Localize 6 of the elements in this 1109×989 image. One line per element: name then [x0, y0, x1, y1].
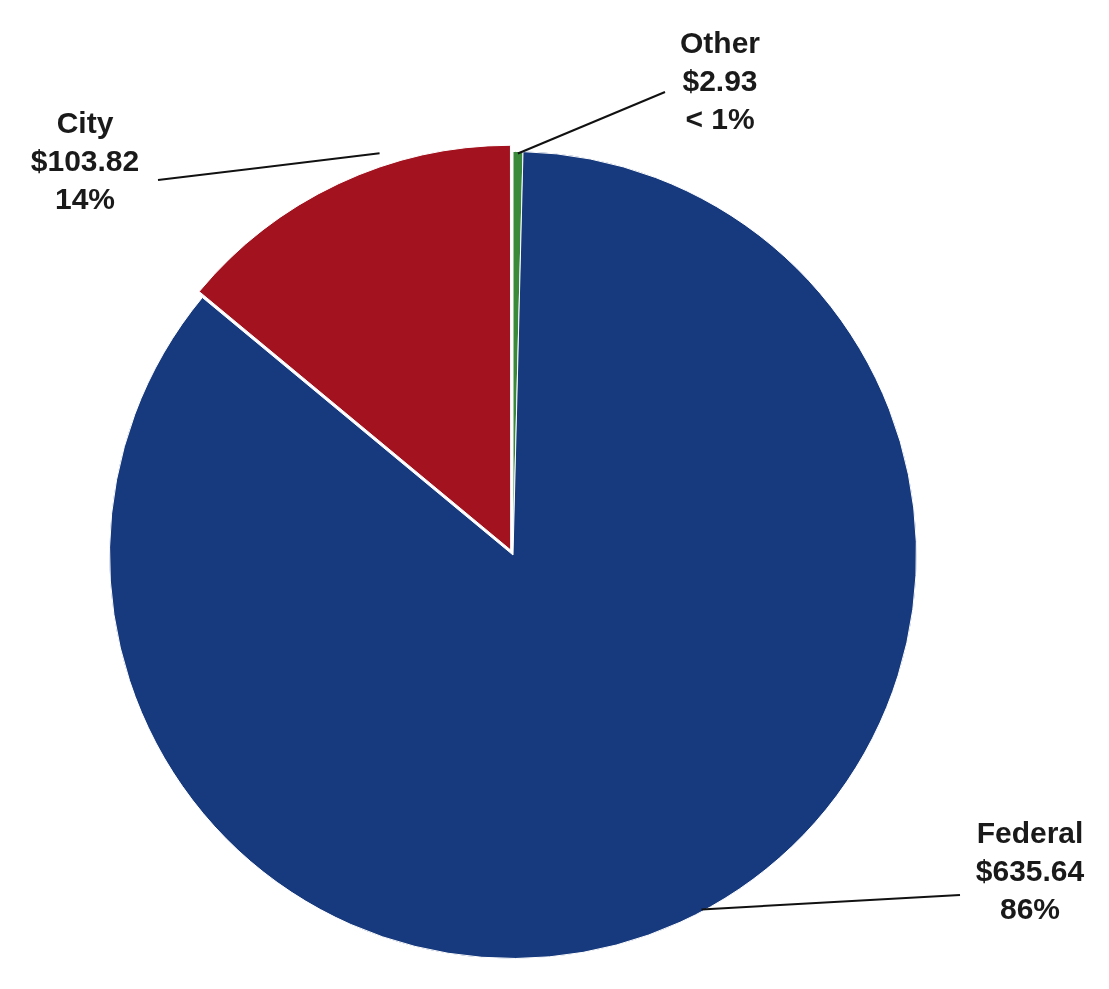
- data-label: $635.64 86%: [975, 854, 1085, 926]
- slice-label: City: [56, 106, 114, 140]
- data-label: $103.82 14%: [30, 144, 140, 216]
- slice-label: Other: [679, 26, 761, 60]
- data-label: $2.93 < 1%: [682, 64, 758, 136]
- slice-label: Federal: [976, 816, 1084, 850]
